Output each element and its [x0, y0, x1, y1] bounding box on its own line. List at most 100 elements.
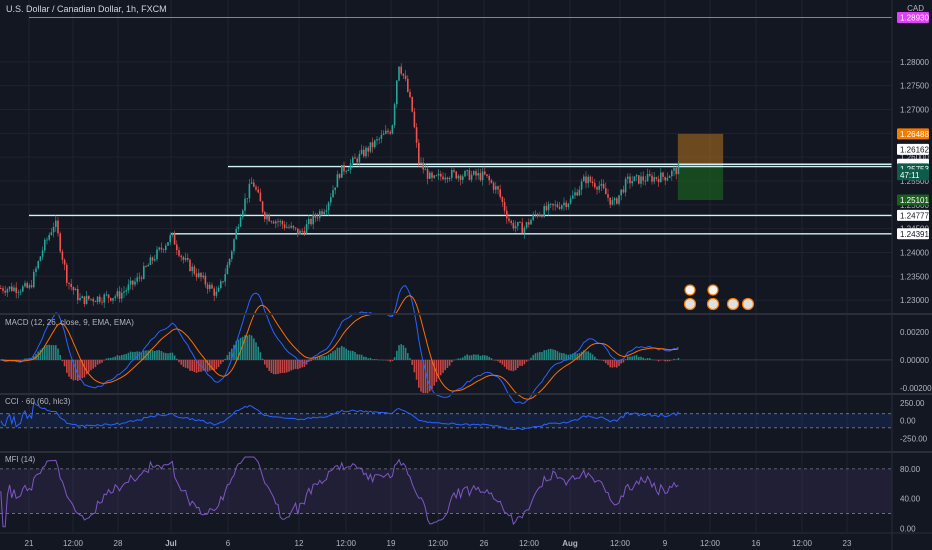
candle-body: [446, 177, 449, 180]
macd-histogram-bar: [547, 349, 550, 360]
price-axis-bg: [892, 0, 932, 550]
candle-body: [211, 284, 213, 289]
candle-body: [561, 205, 563, 209]
time-tick-label: 12:00: [336, 539, 357, 548]
candle-body: [79, 298, 81, 301]
time-tick-label: 28: [114, 539, 123, 548]
macd-histogram-bar: [374, 359, 376, 360]
candle-body: [462, 176, 464, 180]
time-axis[interactable]: 21 12:00 28 Jul 6 12 12:00 19 12:00 26 12:00 Aug 12:…: [0, 532, 932, 548]
candle-body: [600, 183, 603, 186]
mfi-title[interactable]: MFI (14): [5, 455, 36, 464]
event-icons[interactable]: [683, 284, 755, 311]
candle-body: [158, 247, 160, 250]
candle-body: [497, 186, 499, 190]
candle-body: [147, 264, 149, 267]
candle-body: [501, 197, 504, 203]
macd-histogram-bar: [530, 357, 532, 360]
candle-body: [492, 182, 495, 190]
candle-body: [594, 183, 596, 188]
candle-body: [528, 222, 530, 225]
macd-histogram-bar: [228, 351, 231, 360]
cci-line: [0, 400, 679, 431]
macd-histogram-bar: [365, 356, 367, 360]
candle-body: [286, 226, 288, 228]
candle-body: [261, 201, 264, 213]
candle-body: [279, 221, 281, 223]
currency-label: CAD: [907, 4, 924, 13]
macd-histogram-bar: [602, 359, 605, 362]
cci-title[interactable]: CCI · 60 (60, hlc3): [5, 397, 71, 406]
position-box[interactable]: [677, 133, 724, 200]
pane-dividers[interactable]: [0, 313, 932, 453]
candle-body: [272, 221, 275, 224]
candle-body: [354, 157, 356, 159]
candle-body: [376, 139, 378, 141]
price-tag: [897, 228, 929, 240]
candle-body: [413, 111, 416, 128]
candle-body: [242, 210, 244, 218]
macd-histogram-bar: [114, 356, 116, 360]
macd-title[interactable]: MACD (12, 26, close, 9, EMA, EMA): [5, 318, 134, 327]
candle-body: [15, 287, 17, 293]
candle-body: [321, 211, 323, 215]
macd-histogram-bar: [246, 335, 248, 360]
macd-histogram-bar: [552, 349, 554, 360]
candle-body: [629, 176, 631, 184]
candle-body: [308, 218, 310, 225]
candle-body: [552, 203, 554, 206]
candle-body: [178, 250, 180, 256]
candle-body: [57, 220, 59, 234]
macd-histogram-bar: [525, 359, 528, 362]
macd-histogram-bar: [444, 359, 446, 371]
candle-body: [165, 245, 167, 251]
candle-body: [33, 272, 35, 288]
candle-body: [193, 266, 196, 274]
economic-event-icon: [706, 297, 720, 311]
candle-body: [598, 185, 600, 190]
candle-body: [666, 177, 669, 181]
macd-histogram-bar: [215, 359, 218, 370]
macd-histogram-bar: [46, 345, 48, 360]
macd-histogram-bar: [39, 349, 42, 360]
macd-histogram-bar: [404, 347, 407, 360]
candle-body: [484, 171, 486, 175]
macd-histogram-bar: [268, 359, 270, 371]
candle-body: [0, 288, 2, 289]
macd-histogram-bar: [675, 359, 677, 360]
horizontal-lines[interactable]: [29, 17, 892, 235]
cci-pane: [0, 400, 679, 431]
macd-histogram-bar: [182, 359, 185, 367]
candle-body: [380, 134, 383, 139]
macd-histogram-bar: [316, 357, 319, 360]
macd-histogram-bar: [224, 358, 226, 360]
candle-body: [574, 192, 576, 196]
candle-body: [325, 210, 328, 212]
candle-body: [369, 142, 372, 152]
price-axis[interactable]: 1.280001.275001.270001.265001.260001.255…: [891, 0, 932, 550]
time-tick-label: 12:00: [792, 539, 813, 548]
candle-body: [250, 182, 253, 184]
macd-histogram-bar: [671, 359, 673, 361]
macd-histogram-bar: [521, 359, 523, 366]
macd-histogram-bar: [308, 359, 310, 362]
macd-histogram-bar: [556, 351, 559, 360]
candle-body: [367, 147, 369, 152]
price-tag-label: 1.24777: [900, 211, 929, 220]
candle-body: [90, 298, 92, 300]
price-tag: [897, 143, 929, 155]
macd-histogram-bar: [250, 335, 253, 360]
candle-body: [110, 298, 112, 301]
macd-histogram-bar: [407, 353, 409, 360]
macd-histogram-bar: [103, 359, 105, 361]
macd-histogram-bar: [607, 359, 609, 365]
macd-histogram-bar: [17, 359, 20, 361]
candle-body: [426, 169, 429, 179]
candle-body: [107, 294, 110, 299]
candle-body: [508, 218, 510, 221]
candle-body: [541, 215, 543, 217]
macd-histogram-bar: [400, 344, 402, 360]
macd-histogram-bar: [118, 355, 121, 360]
candle-body: [539, 215, 541, 217]
